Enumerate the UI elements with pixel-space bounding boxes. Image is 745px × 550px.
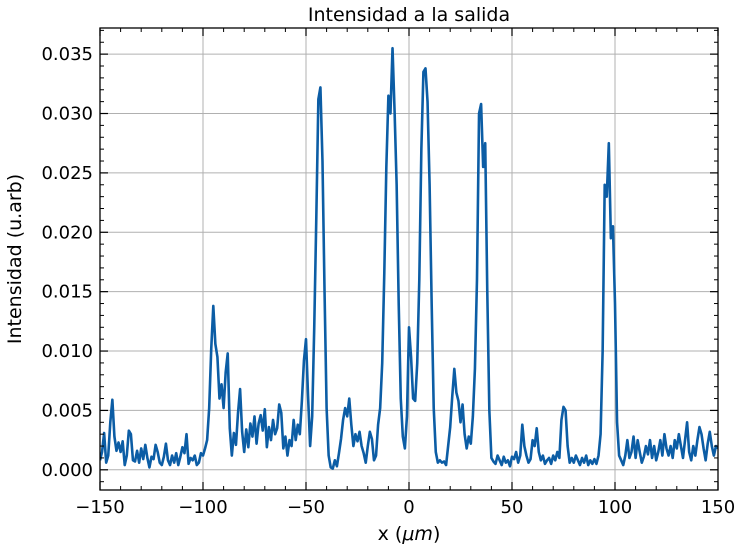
y-tick-label: 0.005 [41,400,93,421]
y-tick-label: 0.020 [41,222,93,243]
x-axis-title-unit: μm [401,523,433,545]
chart-title: Intensidad a la salida [308,4,510,26]
y-tick-label: 0.030 [41,104,93,125]
x-axis-title-prefix: x ( [378,523,403,545]
tick-labels: −150 −100 −50 0 50 100 150 0.000 0.005 0.010 0.015… [41,44,735,518]
y-tick-label: 0.025 [41,163,93,184]
y-tick-label: 0.000 [41,460,93,481]
x-tick-label: −150 [75,497,124,518]
y-tick-label: 0.035 [41,44,93,65]
plot-area [100,46,718,470]
x-tick-label: −100 [178,497,227,518]
x-tick-label: 150 [701,497,735,518]
x-axis-title: x (μm) [378,523,441,545]
x-tick-label: 100 [598,497,632,518]
x-tick-label: 50 [501,497,524,518]
x-axis-title-suffix: ) [433,523,440,545]
series-line [100,46,718,470]
y-tick-label: 0.015 [41,282,93,303]
y-axis-title: Intensidad (u.arb) [4,174,26,344]
x-tick-label: 0 [403,497,414,518]
axis-ticks [99,28,719,490]
y-tick-label: 0.010 [41,341,93,362]
x-tick-label: −50 [287,497,325,518]
